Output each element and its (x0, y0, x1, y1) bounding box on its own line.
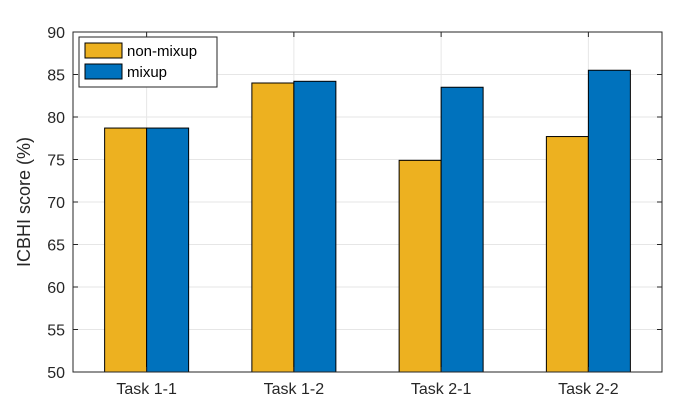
x-tick-label: Task 2-1 (411, 381, 472, 398)
legend: non-mixup mixup (78, 36, 218, 88)
x-tick-label: Task 2-2 (558, 381, 619, 398)
bar-mixup-task-1-1 (146, 127, 190, 373)
y-tick-label: 85 (47, 68, 65, 85)
bars (104, 69, 631, 373)
y-tick-label: 80 (47, 110, 65, 127)
y-axis-label: ICBHI score (%) (14, 137, 34, 267)
legend-label-non-mixup: non-mixup (127, 43, 197, 60)
bar-non-mixup-task-1-2 (251, 82, 295, 373)
y-tick-label: 60 (47, 280, 65, 297)
x-axis-ticks: Task 1-1 Task 1-2 Task 2-1 Task 2-2 (116, 32, 619, 398)
bar-mixup-task-2-1 (440, 86, 484, 373)
y-tick-label: 90 (47, 25, 65, 42)
bar-non-mixup-task-1-1 (104, 127, 148, 373)
legend-label-mixup: mixup (127, 64, 167, 81)
bar-mixup-task-2-2 (587, 69, 631, 373)
y-tick-label: 50 (47, 365, 65, 382)
y-tick-label: 65 (47, 238, 65, 255)
bar-non-mixup-task-2-1 (398, 159, 442, 373)
legend-swatch-mixup (84, 63, 123, 80)
y-tick-label: 70 (47, 195, 65, 212)
x-tick-label: Task 1-1 (116, 381, 177, 398)
bar-non-mixup-task-2-2 (545, 136, 589, 373)
legend-swatch-non-mixup (84, 42, 123, 59)
y-tick-label: 75 (47, 153, 65, 170)
y-axis-ticks: 50 55 60 65 70 75 80 85 90 (47, 25, 662, 382)
x-tick-label: Task 1-2 (264, 381, 325, 398)
bar-mixup-task-1-2 (293, 80, 337, 373)
y-tick-label: 55 (47, 323, 65, 340)
